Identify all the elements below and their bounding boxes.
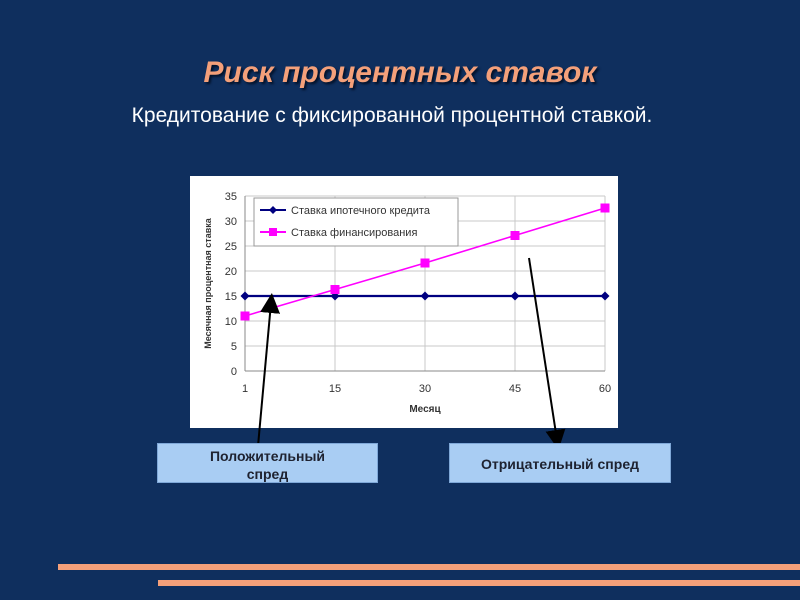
line-chart: 0 5 10 15 20 25 30 35 1 15 30 45 60 Месяц Месячная про… <box>203 191 611 415</box>
y-tick-label: 0 <box>231 366 237 378</box>
chart-area: 0 5 10 15 20 25 30 35 1 15 30 45 60 Месяц Месячная про… <box>190 176 618 428</box>
decor-stripe-bottom <box>158 580 800 586</box>
y-tick-label: 30 <box>225 216 237 228</box>
positive-spread-line-1: Положительный <box>209 448 326 464</box>
x-tick-label: 30 <box>419 383 431 395</box>
y-axis-label: Месячная процентная ставка <box>203 217 213 349</box>
data-point-funding <box>600 203 610 213</box>
x-tick-label: 60 <box>599 383 611 395</box>
data-point-funding <box>420 258 430 268</box>
positive-spread-line-2: спред <box>246 466 289 482</box>
y-tick-label: 5 <box>231 341 237 353</box>
y-tick-label: 15 <box>225 291 237 303</box>
data-point-funding <box>330 285 340 294</box>
slide-title: Риск процентных ставок <box>203 56 597 89</box>
legend-marker-square <box>269 228 277 236</box>
y-tick-label: 25 <box>225 241 237 253</box>
decor-stripe-top <box>58 564 800 570</box>
legend-entry-1: Ставка ипотечного кредита <box>291 205 431 217</box>
data-point-mortgage <box>600 291 610 301</box>
legend-marker-diamond <box>269 206 277 214</box>
legend-box <box>253 197 459 247</box>
data-point-funding <box>240 311 250 321</box>
negative-spread-callout: Отрицательный спред <box>449 443 671 483</box>
y-tick-label: 35 <box>225 191 237 203</box>
legend-entry-2: Ставка финансирования <box>291 227 417 239</box>
data-point-mortgage <box>420 291 430 301</box>
positive-spread-callout: Положительный спред <box>157 443 378 483</box>
x-tick-label: 15 <box>329 383 341 395</box>
y-tick-label: 20 <box>225 266 237 278</box>
data-point-mortgage <box>510 291 520 301</box>
x-axis-label: Месяц <box>409 404 441 415</box>
x-tick-label: 1 <box>242 383 248 395</box>
slide-subtitle: Кредитование с фиксированной процентной … <box>131 104 653 127</box>
data-point-funding <box>510 231 520 240</box>
x-tick-label: 45 <box>509 383 521 395</box>
y-tick-label: 10 <box>225 316 237 328</box>
data-point-mortgage <box>240 291 250 301</box>
